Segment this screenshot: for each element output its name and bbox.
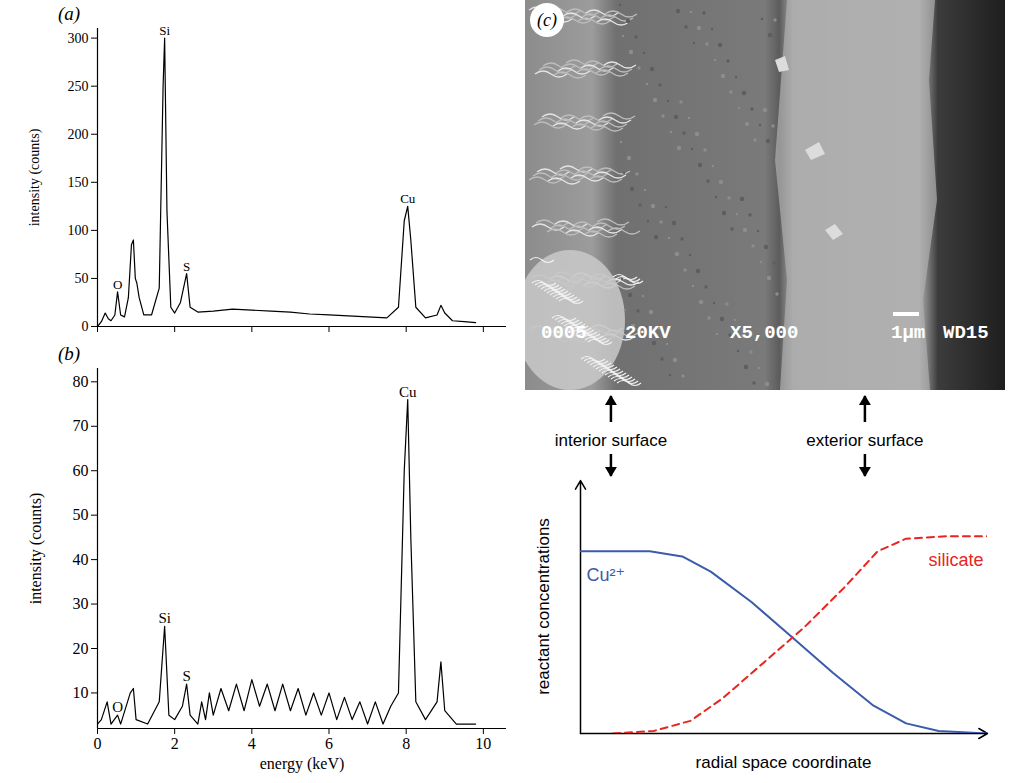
svg-text:S: S — [183, 259, 190, 274]
svg-text:40: 40 — [73, 551, 89, 568]
svg-text:0005: 0005 — [541, 322, 587, 344]
svg-text:reactant concentrations: reactant concentrations — [534, 518, 553, 695]
svg-text:Cu: Cu — [400, 191, 416, 206]
svg-text:6: 6 — [325, 735, 333, 752]
svg-text:energy (keV): energy (keV) — [260, 755, 345, 773]
svg-text:intensity (counts): intensity (counts) — [27, 493, 45, 605]
svg-text:exterior surface: exterior surface — [806, 431, 923, 450]
svg-text:20KV: 20KV — [625, 322, 671, 344]
svg-text:Si: Si — [159, 23, 170, 38]
svg-text:250: 250 — [68, 79, 89, 94]
svg-text:O: O — [112, 699, 123, 715]
svg-text:0: 0 — [94, 735, 102, 752]
svg-text:30: 30 — [73, 595, 89, 612]
html-text:(b): (b) — [58, 343, 81, 364]
svg-text:Cu: Cu — [399, 384, 417, 400]
svg-text:50: 50 — [73, 506, 89, 523]
svg-text:radial space coordinate: radial space coordinate — [696, 753, 872, 772]
svg-text:200: 200 — [68, 127, 89, 142]
svg-text:4: 4 — [248, 735, 256, 752]
svg-text:80: 80 — [73, 373, 89, 390]
svg-text:2: 2 — [171, 735, 179, 752]
svg-text:intensity (counts): intensity (counts) — [27, 128, 43, 226]
svg-text:100: 100 — [68, 223, 89, 238]
html-text:(a): (a) — [58, 3, 81, 24]
svg-text:S: S — [182, 668, 190, 684]
svg-text:1µm: 1µm — [891, 322, 925, 344]
svg-text:300: 300 — [68, 31, 89, 46]
svg-text:interior surface: interior surface — [555, 431, 667, 450]
svg-text:50: 50 — [75, 271, 89, 286]
svg-text:silicate: silicate — [928, 550, 983, 570]
svg-text:Si: Si — [158, 610, 171, 626]
svg-text:0: 0 — [82, 319, 89, 334]
svg-text:Cu²⁺: Cu²⁺ — [587, 565, 626, 585]
svg-text:8: 8 — [402, 735, 410, 752]
svg-text:10: 10 — [73, 684, 89, 701]
svg-text:70: 70 — [73, 417, 89, 434]
svg-text:O: O — [113, 277, 122, 292]
svg-text:10: 10 — [475, 735, 491, 752]
svg-text:150: 150 — [68, 175, 89, 190]
svg-text:WD15: WD15 — [943, 322, 989, 344]
svg-text:20: 20 — [73, 640, 89, 657]
svg-text:X5,000: X5,000 — [730, 322, 798, 344]
svg-text:(c): (c) — [537, 10, 557, 31]
svg-text:60: 60 — [73, 462, 89, 479]
